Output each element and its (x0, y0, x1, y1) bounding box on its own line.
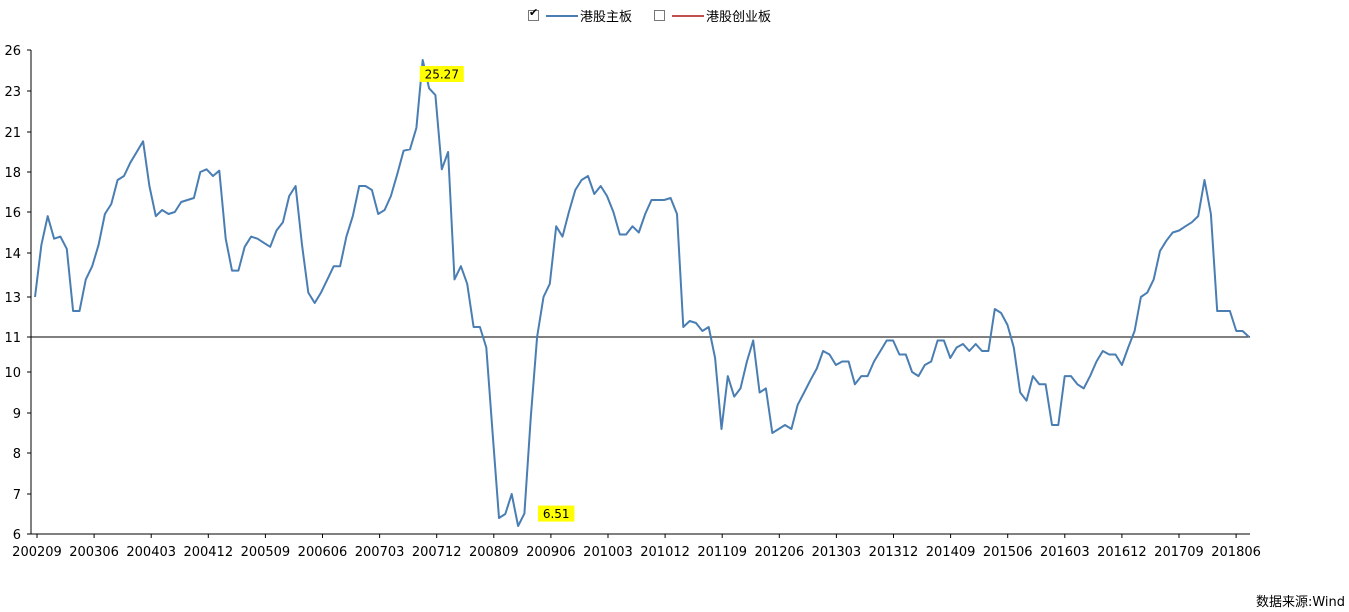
y-tick-label: 26 (4, 44, 21, 59)
x-tick-label: 201206 (754, 545, 804, 560)
x-tick-label: 200906 (526, 545, 576, 560)
x-tick-label: 201806 (1211, 545, 1261, 560)
x-tick-label: 200703 (355, 545, 405, 560)
series-line-main-board (34, 59, 1250, 527)
x-tick-label: 200412 (183, 545, 233, 560)
x-tick-label: 201409 (926, 545, 976, 560)
y-tick-label: 18 (4, 166, 21, 181)
y-tick-label: 16 (4, 206, 21, 221)
y-tick-label: 14 (4, 247, 21, 262)
y-tick-label: 23 (4, 85, 21, 100)
x-tick-label: 201012 (640, 545, 690, 560)
legend-swatch (672, 14, 704, 17)
y-tick-label: 6 (13, 528, 21, 543)
x-tick-label: 201312 (869, 545, 919, 560)
x-tick-label: 200712 (412, 545, 462, 560)
checkbox-icon[interactable] (654, 10, 665, 21)
y-tick-label: 8 (13, 447, 21, 462)
legend-swatch (546, 14, 578, 17)
x-tick-label: 200509 (241, 545, 291, 560)
x-tick-label: 200306 (69, 545, 119, 560)
data-label-box (419, 65, 464, 82)
x-tick-label: 200209 (12, 545, 62, 560)
chart-legend: ✔ 港股主板 港股创业板 (0, 6, 1349, 26)
x-tick-label: 201603 (1040, 545, 1090, 560)
checkbox-icon[interactable]: ✔ (528, 6, 539, 21)
y-tick-label: 11 (4, 331, 21, 346)
legend-label-main-board: 港股主板 (580, 10, 633, 25)
data-label: 6.51 (543, 507, 570, 521)
legend-item-gem-board[interactable]: 港股创业板 (654, 6, 771, 25)
source-note: 数据来源:Wind (1255, 595, 1345, 610)
x-tick-label: 201709 (1154, 545, 1204, 560)
x-tick-label: 201612 (1097, 545, 1147, 560)
x-tick-label: 201506 (983, 545, 1033, 560)
check-icon: ✔ (529, 6, 539, 19)
x-tick-label: 200403 (126, 545, 176, 560)
x-tick-label: 201003 (583, 545, 633, 560)
x-tick-label: 200606 (298, 545, 348, 560)
x-tick-label: 200809 (469, 545, 519, 560)
y-tick-label: 10 (4, 366, 21, 381)
legend-item-main-board[interactable]: ✔ 港股主板 (528, 6, 632, 25)
data-label: 25.27 (425, 67, 459, 81)
legend-label-gem-board: 港股创业板 (706, 10, 772, 25)
y-tick-label: 21 (4, 126, 21, 141)
x-tick-label: 201303 (812, 545, 862, 560)
y-tick-label: 9 (13, 407, 21, 422)
y-tick-label: 7 (13, 488, 21, 503)
x-tick-label: 201109 (697, 545, 747, 560)
data-label-box (537, 505, 575, 522)
y-tick-label: 13 (4, 291, 21, 306)
